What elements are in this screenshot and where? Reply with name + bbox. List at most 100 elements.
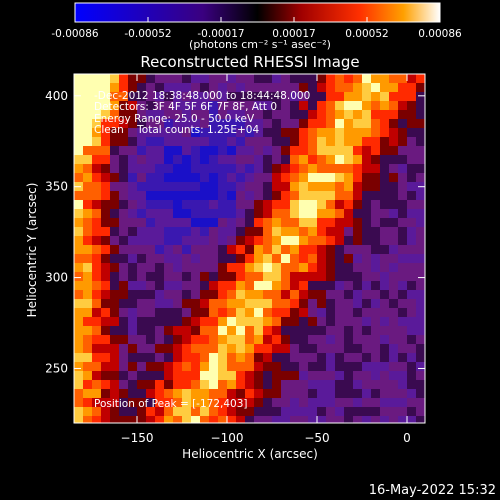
heatmap-cell [290,182,300,192]
heatmap-cell [245,254,255,264]
heatmap-cell [209,119,219,129]
heatmap-cell [290,254,300,264]
heatmap-cell [137,137,147,147]
heatmap-cell [173,182,183,192]
heatmap-cell [173,308,183,318]
heatmap-cell [308,209,318,219]
heatmap-cell [371,362,381,372]
heatmap-cell [191,119,201,129]
heatmap-cell [299,380,309,390]
heatmap-cell [371,317,381,327]
heatmap-cell [164,299,174,309]
heatmap-cell [164,92,174,102]
heatmap-cell [83,83,93,93]
heatmap-cell [353,110,363,120]
heatmap-cell [335,362,345,372]
heatmap-cell [164,110,174,120]
heatmap-cell [335,416,345,423]
heatmap-cell [218,146,228,156]
heatmap-cell [344,398,354,408]
heatmap-cell [326,146,336,156]
heatmap-cell [92,74,102,84]
heatmap-cell [380,317,390,327]
heatmap-cell [128,380,138,390]
heatmap-cell [290,290,300,300]
heatmap-cell [380,92,390,102]
heatmap-cell [371,236,381,246]
heatmap-cell [218,263,228,273]
heatmap-cell [236,227,246,237]
heatmap-cell [407,218,417,228]
heatmap-cell [254,173,264,183]
heatmap-cell [353,335,363,345]
heatmap-cell [398,245,408,255]
heatmap-cell [326,326,336,336]
heatmap-cell [173,209,183,219]
heatmap-cell [128,317,138,327]
heatmap-cell [407,299,417,309]
heatmap-cell [326,389,336,399]
heatmap-cell [317,83,327,93]
heatmap-cell [236,200,246,210]
heatmap-cell [353,200,363,210]
heatmap-cell [209,398,219,408]
heatmap-cell [389,209,399,219]
heatmap-cell [317,281,327,291]
heatmap-cell [227,209,237,219]
heatmap-cell [308,137,318,147]
heatmap-cell [344,236,354,246]
heatmap-cell [173,191,183,201]
heatmap-cell [416,83,425,93]
heatmap-cell [263,110,273,120]
heatmap-cell [353,101,363,111]
heatmap-cell [155,191,165,201]
heatmap-cell [146,74,156,84]
heatmap-cell [155,416,165,423]
heatmap-cell [146,245,156,255]
heatmap-cell [110,173,120,183]
heatmap-cell [119,218,129,228]
heatmap-cell [218,416,228,423]
heatmap-cell [281,254,291,264]
colorbar-tick-label: -0.00086 [51,28,99,40]
heatmap-cell [164,380,174,390]
heatmap-cell [191,398,201,408]
heatmap-cell [281,110,291,120]
heatmap-cell [74,110,84,120]
heatmap-cell [362,371,372,381]
heatmap-cell [128,371,138,381]
heatmap-cell [245,92,255,102]
heatmap-cell [137,290,147,300]
heatmap-cell [353,353,363,363]
heatmap-cell [389,335,399,345]
heatmap-cell [218,164,228,174]
heatmap-cell [254,227,264,237]
heatmap-cell [164,362,174,372]
heatmap-cell [353,290,363,300]
heatmap-cell [335,119,345,129]
heatmap-cell [353,83,363,93]
heatmap-cell [371,209,381,219]
heatmap-cell [173,119,183,129]
heatmap-cell [317,272,327,282]
heatmap-cell [308,380,318,390]
heatmap-cell [272,416,282,423]
heatmap-cell [173,362,183,372]
heatmap-cell [182,110,192,120]
heatmap-cell [299,263,309,273]
heatmap-cell [137,308,147,318]
heatmap-cell [128,101,138,111]
heatmap-cell [380,110,390,120]
heatmap-cell [83,407,93,417]
heatmap-cell [74,209,84,219]
heatmap-cell [155,389,165,399]
heatmap-cell [416,416,425,423]
heatmap-cell [362,308,372,318]
heatmap-cell [209,326,219,336]
heatmap-cell [398,290,408,300]
heatmap-cell [326,209,336,219]
heatmap-cell [263,92,273,102]
heatmap-cell [155,272,165,282]
heatmap-cell [263,362,273,372]
heatmap-cell [218,290,228,300]
